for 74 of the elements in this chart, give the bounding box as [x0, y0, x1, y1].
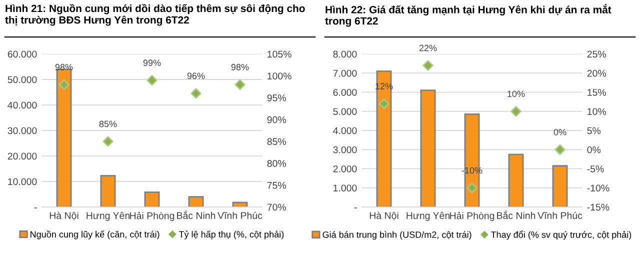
- legend-label: Giá bán trung bình (USD/m2, cột trái): [322, 231, 472, 240]
- bar: [144, 192, 160, 207]
- point: [422, 60, 434, 71]
- data-label: 99%: [143, 60, 161, 66]
- y2-tick-label: -5%: [587, 166, 604, 172]
- y-tick-label: 60.000: [8, 50, 37, 58]
- y2-tick-label: 5%: [587, 127, 601, 134]
- y-tick-label: 3.000: [333, 146, 357, 154]
- bar: [56, 68, 72, 207]
- y2-tick-label: 15%: [588, 89, 606, 96]
- legend-label: Thay đổi (% sv quý trước, cột phải): [490, 230, 632, 240]
- point: [378, 98, 390, 110]
- bar: [420, 90, 436, 207]
- y-tick-label: 30.000: [8, 127, 37, 134]
- point: [510, 106, 522, 117]
- y2-tick-label: 75%: [267, 182, 286, 189]
- chart-title: Hình 21: Nguồn cung mới dồi dào tiếp thêm sự sôi động cho thị trường BĐS Hưng Yên trong 6T22: [5, 4, 305, 26]
- bar: [188, 196, 204, 207]
- y2-tick-label: 25%: [587, 50, 606, 58]
- x-tick-label: Vĩnh Phúc: [218, 212, 262, 219]
- bar: [508, 154, 524, 207]
- data-label: 0%: [554, 128, 566, 136]
- y-tick-label: 4.000: [333, 127, 357, 134]
- point: [102, 136, 114, 147]
- point: [234, 79, 246, 90]
- bar: [232, 202, 248, 207]
- y2-tick-label: 10%: [588, 108, 606, 115]
- y-tick-label: 6.000: [333, 88, 357, 96]
- x-tick-label: Hưng Yên: [86, 212, 130, 221]
- y-tick-label: 10.000: [8, 178, 37, 186]
- y2-tick-label: 0%: [587, 146, 601, 154]
- y2-tick-label: 100%: [268, 72, 292, 80]
- x-tick-label: Vĩnh Phúc: [538, 212, 582, 219]
- x-tick-label: Bắc Ninh: [497, 210, 536, 219]
- data-label: 22%: [419, 44, 437, 52]
- chart-title: Hình 22: Giá đất tăng mạnh tại Hưng Yên khi dự án ra mắt trong 6T22: [325, 4, 612, 27]
- data-label: 10%: [508, 90, 525, 98]
- data-label: 85%: [99, 120, 117, 128]
- y2-tick-label: 95%: [267, 94, 286, 102]
- point: [554, 144, 566, 155]
- y-tick-label: 50.000: [8, 76, 37, 84]
- legend-label: Tỷ lệ hấp thụ (%, cột phải): [178, 230, 284, 240]
- y2-tick-label: 70%: [267, 204, 286, 211]
- x-tick-label: Hà Nội: [50, 212, 78, 220]
- x-tick-label: Hưng Yên: [406, 212, 450, 221]
- point: [58, 79, 70, 90]
- bar: [376, 70, 392, 207]
- y-tick-label: 8.000: [333, 50, 357, 58]
- x-tick-label: Hải Phòng: [130, 212, 174, 222]
- y2-tick-label: 80%: [267, 160, 286, 167]
- point: [190, 88, 202, 99]
- y-tick-label: 1.000: [334, 184, 357, 192]
- data-label: 98%: [231, 64, 249, 70]
- bar: [552, 165, 568, 207]
- y2-tick-label: 105%: [268, 50, 292, 58]
- x-tick-label: Hải Phòng: [450, 212, 494, 222]
- data-label: 96%: [187, 72, 205, 80]
- y2-tick-label: 20%: [587, 70, 606, 77]
- y2-tick-label: -15%: [587, 204, 610, 211]
- y-tick-label: 2.000: [333, 165, 357, 172]
- y-tick-label: 20.000: [8, 152, 37, 160]
- y-tick-label: 40.000: [8, 102, 37, 109]
- y2-tick-label: 90%: [267, 116, 286, 124]
- y-tick-label: 5.000: [333, 108, 357, 115]
- point: [466, 182, 478, 194]
- data-label: 98%: [55, 64, 73, 70]
- legend-label: Nguồn cung lũy kế (căn, cột trái): [30, 230, 160, 240]
- x-tick-label: Bắc Ninh: [177, 210, 216, 219]
- y2-tick-label: 85%: [267, 138, 286, 146]
- y-tick-label: 7.000: [333, 70, 357, 77]
- point: [146, 74, 158, 86]
- bar: [100, 174, 116, 207]
- x-tick-label: Hà Nội: [370, 212, 398, 220]
- y2-tick-label: -10%: [587, 184, 610, 192]
